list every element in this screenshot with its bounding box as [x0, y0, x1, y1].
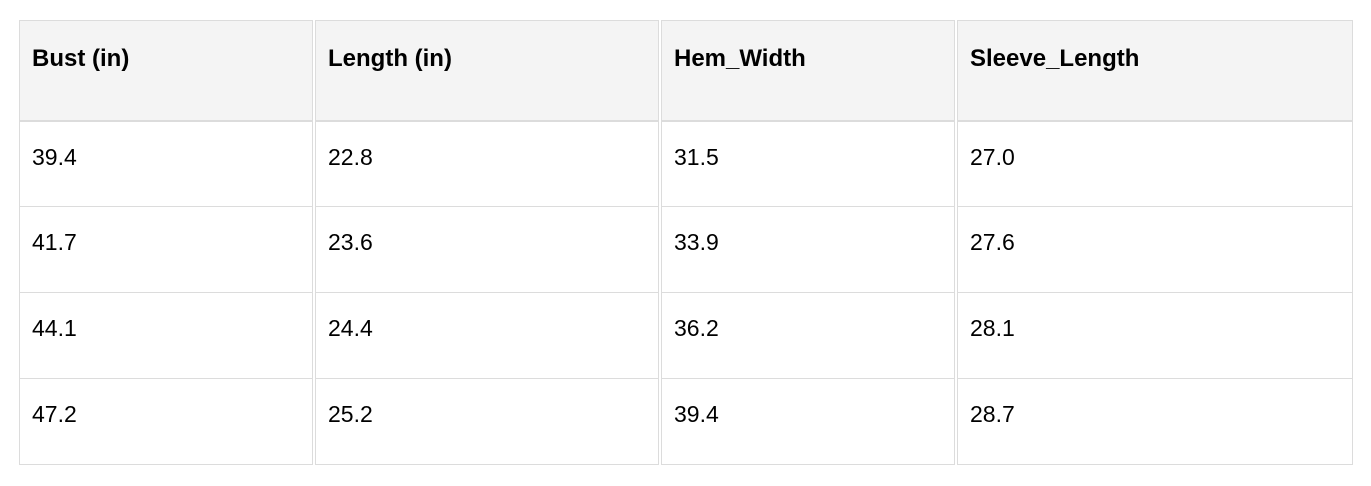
column-header: Sleeve_Length [957, 20, 1353, 121]
table-cell: 28.7 [957, 379, 1353, 465]
table-row: 47.2 25.2 39.4 28.7 [19, 379, 1353, 465]
table-cell: 27.6 [957, 207, 1353, 293]
column-header: Hem_Width [661, 20, 955, 121]
table-cell: 31.5 [661, 121, 955, 207]
table-row: 39.4 22.8 31.5 27.0 [19, 121, 1353, 207]
table-row: 41.7 23.6 33.9 27.6 [19, 207, 1353, 293]
table-cell: 44.1 [19, 293, 313, 379]
table-row: 44.1 24.4 36.2 28.1 [19, 293, 1353, 379]
table-cell: 25.2 [315, 379, 659, 465]
table-cell: 22.8 [315, 121, 659, 207]
header-row: Bust (in) Length (in) Hem_Width Sleeve_L… [19, 20, 1353, 121]
table-cell: 41.7 [19, 207, 313, 293]
table-cell: 39.4 [19, 121, 313, 207]
table-cell: 23.6 [315, 207, 659, 293]
table-cell: 33.9 [661, 207, 955, 293]
table-cell: 27.0 [957, 121, 1353, 207]
measurements-table: Bust (in) Length (in) Hem_Width Sleeve_L… [17, 20, 1355, 465]
table-cell: 28.1 [957, 293, 1353, 379]
table-cell: 36.2 [661, 293, 955, 379]
table-cell: 47.2 [19, 379, 313, 465]
column-header: Bust (in) [19, 20, 313, 121]
table-cell: 39.4 [661, 379, 955, 465]
table-cell: 24.4 [315, 293, 659, 379]
column-header: Length (in) [315, 20, 659, 121]
